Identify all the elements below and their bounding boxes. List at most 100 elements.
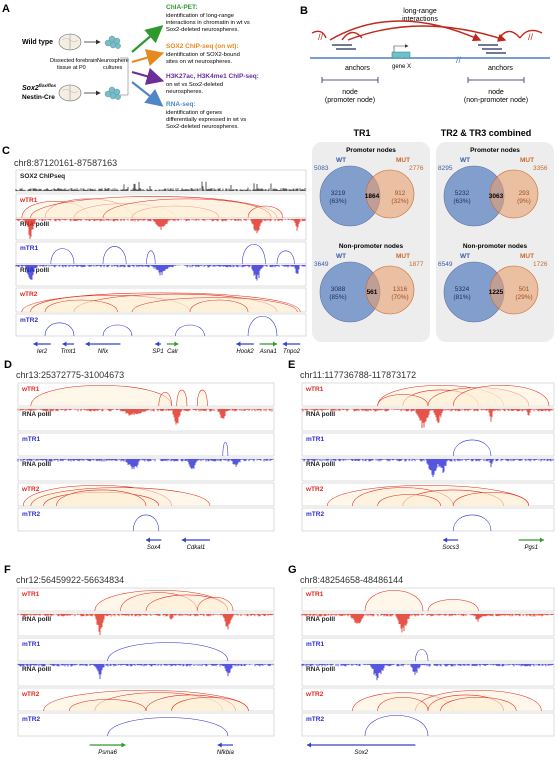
track-label: RNA polII [22, 616, 51, 623]
h3k-line-1: on wt vs Sox2-deleted [166, 82, 223, 88]
interaction-arc [364, 715, 429, 737]
break-left: // [318, 32, 324, 42]
interaction-arc [452, 492, 530, 507]
track-frame [17, 507, 275, 532]
gene-x-box [391, 51, 411, 59]
panel-f-track-0: wTR1 [17, 587, 275, 612]
tss-arrow [393, 44, 409, 52]
venn-wt-total: 3649 [314, 261, 329, 268]
panel-c-letter: C [2, 145, 10, 157]
interaction-arc [189, 299, 249, 313]
venn-overlap: 1864 [365, 193, 380, 200]
venn-wt-pct: (81%) [453, 294, 470, 301]
venn-title: Non-promoter nodes [339, 243, 404, 250]
gene-label: Trmt1 [61, 349, 76, 355]
track-label: wTR1 [21, 386, 40, 393]
cultures-line-1: Neurosphere [97, 58, 129, 64]
track-label: mTR2 [306, 511, 324, 518]
rna-title: RNA-seq: [166, 101, 196, 108]
track-label: wTR2 [21, 486, 40, 493]
track-label: SOX2 ChIPseq [20, 173, 65, 180]
panel-f-letter: F [4, 564, 11, 576]
panel-d-track-2: mTR1 [17, 432, 275, 457]
signal-bars [17, 664, 274, 680]
gene-label: Tnpo2 [283, 349, 301, 355]
break-mid: // [456, 55, 462, 65]
track-label: RNA polII [20, 221, 49, 228]
venn-wt-label: WT [460, 157, 470, 164]
venn-mut-total: 3356 [533, 165, 548, 172]
interaction-arc [452, 385, 550, 407]
interaction-arc [196, 389, 208, 407]
brain-icon-wt [58, 33, 82, 51]
tissue-line-1: Dissected forebrain [50, 58, 97, 64]
interaction-arc [171, 697, 249, 712]
venn-title: Non-promoter nodes [463, 243, 528, 250]
signal-bars [301, 459, 554, 478]
panel-c-track-3: mTR1 [15, 241, 307, 265]
panel-g-track-4: wTR2 [301, 687, 555, 712]
gene-arrow [273, 341, 277, 347]
panel-c-coords: chr8:87120161-87587163 [14, 158, 117, 168]
lri-line-2: interactions [402, 16, 438, 23]
track-label: mTR1 [306, 436, 324, 443]
track-label: mTR1 [22, 436, 40, 443]
arrow-chia [131, 25, 164, 53]
panel-f-coords: chr12:56459922-56634834 [16, 575, 124, 585]
venn-mut-circle [365, 169, 415, 219]
signal-bars [15, 265, 306, 281]
interaction-arc [146, 250, 156, 265]
track-label: RNA polII [22, 666, 51, 673]
track-label: RNA polII [22, 461, 51, 468]
venn-mut-total: 1877 [409, 261, 424, 268]
track-label: wTR2 [305, 486, 324, 493]
signal-bars [17, 459, 274, 470]
panel-c-track-1: wTR1 [15, 193, 307, 219]
rna-line-2: differentially expressed in wt vs [166, 117, 246, 123]
venn-wt-only: 3088 [331, 286, 346, 293]
interaction-arc [241, 244, 266, 265]
panel-b: B long-range interactions // // // ancho… [300, 5, 554, 342]
venn-mut-only: 1316 [393, 286, 408, 293]
tissue-line-2: tissue at P0 [57, 65, 86, 71]
chia-line-3: Sox2-deleted neurospheres. [166, 27, 239, 33]
venn-mut-circle [365, 265, 415, 315]
venn-mut-only: 293 [519, 190, 530, 197]
gene-label: Cdkal1 [187, 545, 206, 551]
brain-icon-mut [58, 84, 82, 102]
venn-mut-circle [489, 265, 539, 315]
track-frame [301, 712, 555, 737]
track-frame [301, 432, 555, 457]
track-frame [301, 587, 555, 612]
signal-bars [301, 664, 554, 681]
track-label: mTR2 [22, 511, 40, 518]
track-frame [17, 712, 275, 737]
interaction-arc [56, 489, 147, 507]
venn-mut-pct: (9%) [517, 198, 531, 205]
track-label: mTR2 [306, 716, 324, 723]
panel-b-letter: B [300, 5, 308, 17]
interaction-arc [377, 494, 441, 507]
panel-f-track-4: wTR2 [17, 687, 275, 712]
bracket [120, 57, 129, 96]
interaction-arc [44, 322, 75, 337]
panel-a: A Wild type Dissected forebrain tissue a… [2, 3, 259, 130]
sox2-label: Sox2flox/flox [22, 83, 56, 92]
signal-bars [17, 614, 274, 635]
venn-mut-circle [489, 169, 539, 219]
venn-mut-total: 2776 [409, 165, 424, 172]
gene-label: Nfix [98, 349, 109, 355]
track-label: RNA polII [306, 411, 335, 418]
venn-wt-pct: (63%) [453, 198, 470, 205]
track-frame [17, 637, 275, 662]
track-frame [17, 662, 275, 687]
venn-mut-pct: (32%) [391, 198, 408, 205]
venn-mut-pct: (70%) [391, 294, 408, 301]
gene-label: Psma6 [98, 750, 117, 756]
signal-bars [301, 614, 554, 633]
track-label: wTR1 [19, 197, 38, 204]
